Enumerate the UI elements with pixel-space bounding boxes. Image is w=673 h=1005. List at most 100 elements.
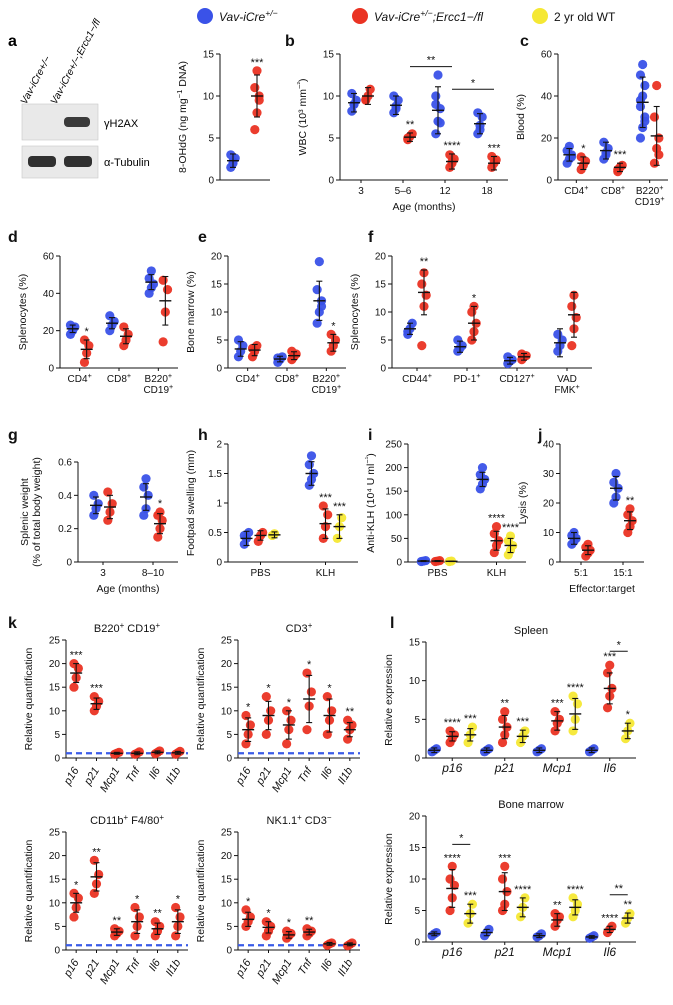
data-point-red (134, 912, 144, 922)
data-point-red (306, 687, 316, 697)
panel-letter-f: f (368, 229, 374, 246)
y-tick-label: 25 (221, 828, 233, 839)
data-point-blue (312, 285, 322, 295)
data-point-red (245, 720, 255, 730)
significance-label: * (246, 896, 251, 908)
data-point-blue (635, 95, 646, 105)
x-tick-label: Mcp1 (270, 765, 294, 794)
data-point-red (652, 80, 662, 91)
x-tick-label: p16 (233, 764, 254, 788)
y-tick-label: 0 (546, 176, 552, 187)
y-tick-label: 0.5 (208, 528, 222, 539)
legend: Vav-iCre+/− Vav-iCre+/−;Ercc1−/fl 2 yr old… (197, 8, 616, 24)
data-point-red (162, 285, 173, 295)
e-chart: e 0 5 10 15 20 Bone marrow (%) CD4+ CD8+ B220+CD1… (185, 229, 346, 396)
data-point-red (497, 874, 508, 884)
x-tick-label: CD19+ (143, 382, 173, 397)
blot-band-tubulin-lane1 (28, 156, 56, 167)
data-point-red (554, 714, 565, 724)
significance-label: * (246, 702, 251, 714)
data-point-red (89, 888, 99, 898)
data-point-red (171, 931, 181, 941)
y-tick-label: 0 (548, 558, 554, 569)
significance-label: *** (251, 57, 265, 69)
data-point-red (550, 726, 560, 736)
significance-label: *** (551, 698, 565, 710)
y-tick-label: 25 (49, 828, 61, 839)
data-point-red (103, 515, 113, 525)
y-tick-label: 150 (385, 487, 402, 498)
y-tick-label: 0 (208, 176, 214, 187)
x-tick-label: Il1b (164, 765, 184, 786)
y-tick-label: 5 (216, 336, 222, 347)
y-tick-label: 20 (49, 659, 61, 670)
y-tick-label: 20 (409, 812, 421, 823)
data-point-red (254, 95, 264, 105)
y-tick-label: 0 (54, 754, 60, 765)
data-point-red (302, 725, 312, 735)
y-tick-label: 5 (380, 336, 386, 347)
panel-a-western-blot: a Vav-iCre+/− Vav-iCre+/−;Ercc1−/fl γH2A… (8, 17, 150, 179)
y-tick-label: 0 (396, 558, 402, 569)
bracket-label: ** (614, 883, 623, 895)
data-point-yellow (568, 726, 578, 736)
x-axis-label: Effector:target (569, 583, 635, 595)
y-axis-label: Splenocytes (%) (349, 274, 361, 350)
significance-label: ** (623, 899, 632, 911)
y-tick-label: 15 (211, 280, 223, 291)
y-axis-label: (% of total body weight) (31, 457, 43, 567)
y-axis-label: 8-OHdG (ng mg−1 DNA) (175, 61, 190, 173)
bracket-label: * (617, 639, 622, 651)
y-tick-label: 0 (66, 558, 72, 569)
data-point-red (567, 301, 577, 311)
significance-label: * (287, 697, 292, 709)
data-point-blue (143, 490, 153, 500)
legend-marker-2 (352, 8, 368, 24)
data-point-red (94, 869, 104, 880)
y-tick-label: 10 (221, 898, 233, 909)
y-axis-label: Bone marrow (%) (185, 271, 197, 353)
y-tick-label: 15 (221, 875, 233, 886)
x-tick-label: Mcp1 (543, 761, 572, 775)
j-chart: j 0 10 20 30 40 Lysis (%) 5:1 15:1 Effector:targe… (517, 427, 644, 595)
legend-label-3: 2 yr old WT (554, 10, 616, 24)
x-tick-label: Tnf (124, 956, 143, 977)
y-tick-label: 0 (48, 364, 54, 375)
x-tick-label: p16 (61, 956, 82, 980)
data-point-blue (146, 266, 156, 276)
data-point-blue (89, 490, 99, 500)
y-tick-label: 10 (543, 528, 555, 539)
y-axis-label: Relative expression (383, 654, 395, 746)
x-tick-label: B220+ (145, 371, 173, 386)
chart-title: B220+ CD19+ (94, 621, 161, 636)
x-tick-label: p21 (494, 945, 515, 959)
data-point-blue (589, 744, 599, 754)
data-point-red (266, 706, 276, 716)
y-tick-label: 10 (323, 92, 335, 103)
y-tick-label: 2 (216, 440, 222, 451)
y-tick-label: 0 (216, 364, 222, 375)
data-point-red (175, 912, 185, 922)
y-axis-label: Footpad swelling (mm) (185, 450, 197, 556)
y-tick-label: 0 (328, 176, 334, 187)
data-point-red (287, 346, 297, 356)
x-tick-label: 15:1 (613, 568, 633, 579)
data-point-blue (431, 99, 441, 109)
panel-letter-g: g (8, 427, 18, 444)
data-point-blue (431, 744, 442, 754)
y-axis-label: Relative quantification (23, 647, 35, 750)
g-chart: g 0 0.2 0.4 0.6 Splenic weight (% of total bod… (8, 427, 178, 595)
significance-label: *** (319, 492, 333, 504)
data-point-blue (306, 451, 317, 461)
y-tick-label: 15 (409, 638, 421, 649)
panel-letter-h: h (198, 427, 208, 444)
data-point-red (158, 337, 168, 347)
x-tick-label: 18 (481, 186, 493, 197)
x-tick-label: Il6 (319, 764, 336, 781)
y-tick-label: 40 (543, 440, 555, 451)
x-tick-label: CD4+ (236, 371, 260, 386)
h-chart: h 0 0.5 1 1.5 2 Footpad swelling (mm) PBS KLH ***… (185, 427, 358, 579)
y-tick-label: 15 (409, 843, 421, 854)
data-point-red (445, 874, 455, 884)
significance-label: *** (90, 683, 104, 695)
